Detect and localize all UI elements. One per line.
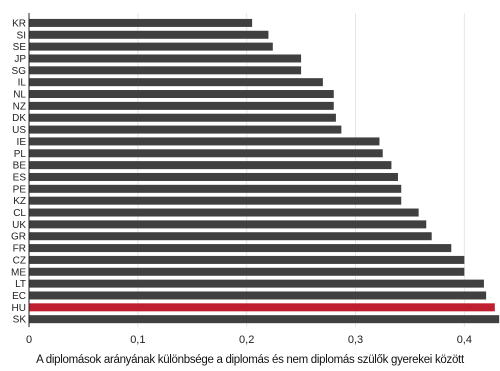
bar-cz: [29, 255, 465, 264]
category-label: NL: [13, 90, 26, 101]
category-label: JP: [14, 54, 26, 65]
bar-dk: [29, 113, 336, 122]
category-label: SG: [12, 66, 27, 77]
bar-nz: [29, 101, 334, 110]
bar-me: [29, 267, 465, 276]
bar-si: [29, 30, 269, 39]
category-label: KZ: [13, 196, 26, 207]
bar-pl: [29, 149, 383, 158]
x-tick-label: 0,3: [348, 334, 363, 346]
category-label: SK: [13, 315, 27, 326]
category-label: PE: [13, 184, 27, 195]
bar-jp: [29, 54, 302, 63]
bar-kz: [29, 196, 402, 205]
category-label: CZ: [13, 255, 26, 266]
category-label: EC: [12, 291, 26, 302]
x-axis-label: A diplomások arányának különbsége a dipl…: [36, 354, 464, 366]
category-label: UK: [12, 220, 26, 231]
bar-be: [29, 161, 392, 170]
bar-se: [29, 42, 273, 51]
x-tick-label: 0,2: [239, 334, 254, 346]
x-tick-label: 0: [26, 334, 32, 346]
bar-pe: [29, 184, 402, 193]
bar-cl: [29, 208, 419, 217]
category-label: GR: [11, 232, 26, 243]
category-label: SE: [13, 42, 27, 53]
bar-ie: [29, 137, 380, 146]
category-label: SI: [17, 30, 26, 41]
category-label: BE: [13, 161, 27, 172]
bar-sk: [29, 315, 500, 324]
bar-sg: [29, 66, 302, 75]
category-label: NZ: [13, 101, 26, 112]
bar-gr: [29, 232, 432, 241]
bar-lt: [29, 279, 484, 288]
bar-kr: [29, 18, 253, 27]
category-label: KR: [12, 18, 26, 29]
category-label: HU: [12, 303, 26, 314]
category-labels: KRSISEJPSGILNLNZDKUSIEPLBEESPEKZCLUKGRFR…: [11, 18, 26, 325]
category-label: CL: [13, 208, 26, 219]
bar-uk: [29, 220, 427, 229]
category-label: FR: [13, 244, 26, 255]
category-label: US: [12, 125, 26, 136]
bars: [29, 18, 500, 324]
category-label: ME: [11, 267, 26, 278]
x-tick-label: 0,1: [130, 334, 145, 346]
bar-nl: [29, 90, 334, 99]
category-label: DK: [12, 113, 26, 124]
category-label: ES: [13, 172, 27, 183]
bar-il: [29, 78, 323, 87]
bar-ec: [29, 291, 487, 300]
category-label: IE: [17, 137, 27, 148]
category-label: LT: [15, 279, 26, 290]
bar-fr: [29, 244, 452, 253]
category-label: IL: [18, 78, 27, 89]
x-tick-label: 0,4: [457, 334, 472, 346]
bar-us: [29, 125, 342, 134]
category-label: PL: [14, 149, 27, 160]
bar-es: [29, 172, 398, 181]
bar-hu: [29, 303, 495, 312]
x-tick-labels: 0 0,1 0,2 0,3 0,4: [26, 334, 472, 346]
